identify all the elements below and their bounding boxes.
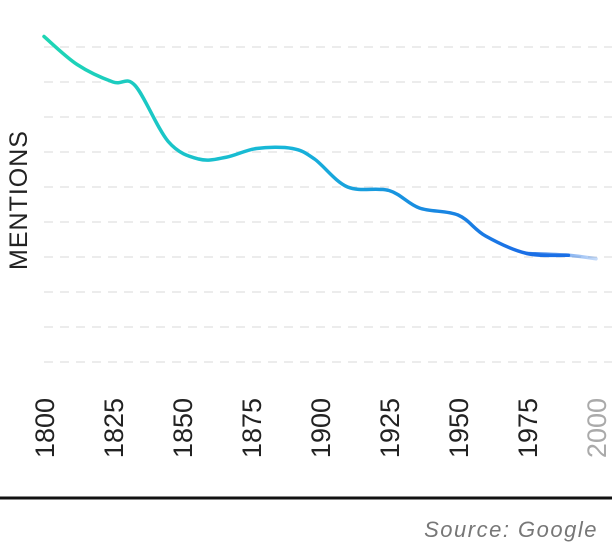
source-label: Source: Google bbox=[424, 517, 598, 542]
x-tick-label: 1800 bbox=[30, 398, 60, 458]
series-line bbox=[42, 34, 571, 258]
x-tick-label: 1900 bbox=[306, 398, 336, 458]
x-tick-label: 1925 bbox=[375, 398, 405, 458]
x-tick-label: 2000 bbox=[582, 398, 612, 458]
x-tick-label: 1875 bbox=[237, 398, 267, 458]
x-tick-label: 1950 bbox=[444, 398, 474, 458]
gridlines bbox=[44, 46, 612, 363]
x-tick-label: 1850 bbox=[168, 398, 198, 458]
y-axis-label: MENTIONS bbox=[5, 130, 33, 270]
x-tick-label: 1825 bbox=[99, 398, 129, 458]
series-line-projection bbox=[525, 251, 598, 261]
x-tick-label: 1975 bbox=[513, 398, 543, 458]
x-axis-ticks: 1800 1825 1850 1875 1900 1925 1950 1975 2000 bbox=[30, 398, 612, 458]
